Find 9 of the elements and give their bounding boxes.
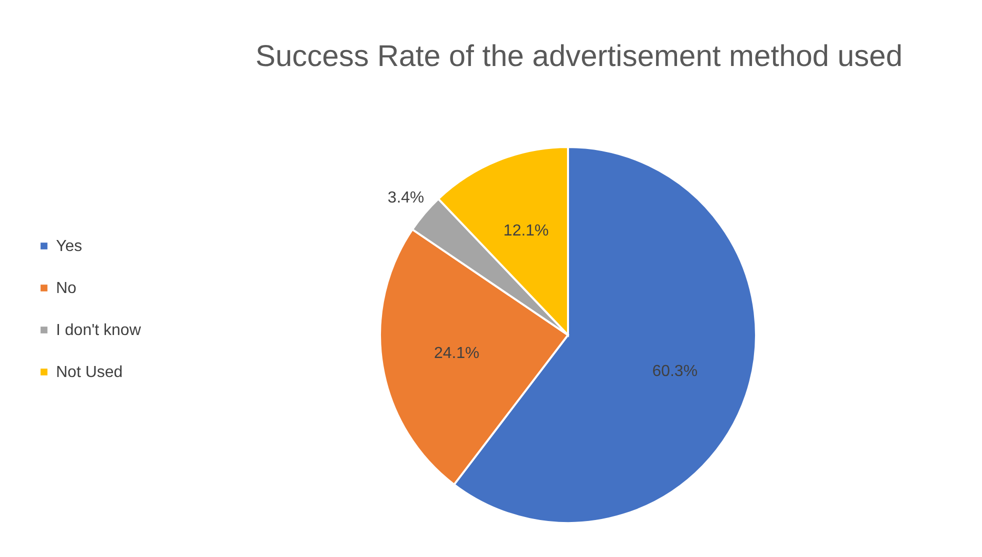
data-label: 24.1% — [434, 345, 480, 362]
legend-label: Not Used — [56, 364, 123, 381]
legend-label: I don't know — [56, 322, 142, 339]
legend-label: No — [56, 280, 77, 297]
data-label: 3.4% — [388, 190, 424, 207]
data-label: 12.1% — [503, 222, 549, 240]
data-label: 60.3% — [652, 363, 698, 380]
legend-label: Yes — [56, 238, 82, 255]
chart-title: Success Rate of the advertisement method used — [255, 40, 903, 73]
